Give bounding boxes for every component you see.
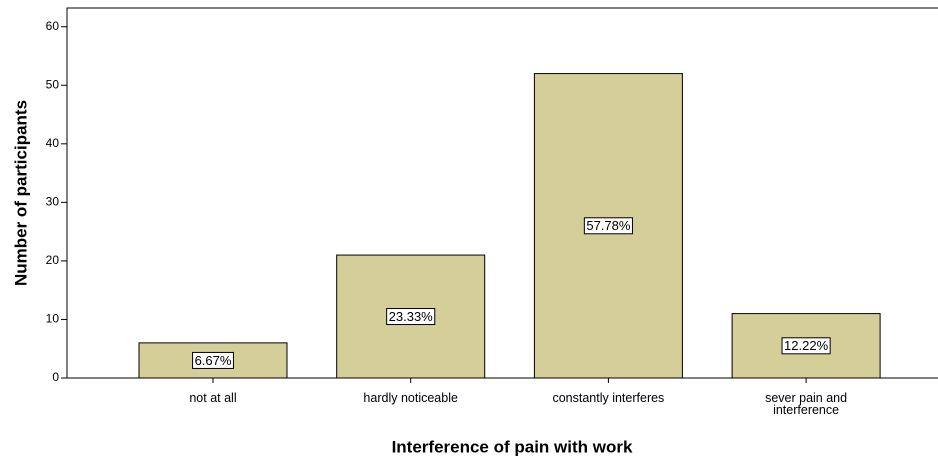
y-tick-label: 60 [46,19,60,33]
y-tick-label: 0 [52,370,59,384]
x-tick-label: not at all [189,391,237,405]
data-label-box [386,308,436,326]
data-label: 6.67% [195,353,232,368]
x-tick-label: sever pain and interference [765,391,848,417]
y-tick-label: 20 [46,253,60,267]
data-label-box [781,337,831,355]
bar [533,73,683,379]
x-tick-label: constantly interferes [552,391,665,405]
data-label: 12.22% [784,338,829,353]
data-label-box [583,217,633,235]
y-tick-label: 40 [46,136,60,150]
data-label: 23.33% [389,309,434,324]
y-axis-title: Number of participants [11,100,30,286]
y-tick-label: 10 [46,312,60,326]
data-label-box [192,351,234,369]
plot-frame [66,7,938,379]
y-tick-label: 50 [46,77,60,91]
data-label: 57.78% [586,218,631,233]
x-axis-title: Interference of pain with work [392,437,633,456]
x-tick-label: hardly noticeable [363,391,458,405]
y-tick-label: 30 [46,195,60,209]
